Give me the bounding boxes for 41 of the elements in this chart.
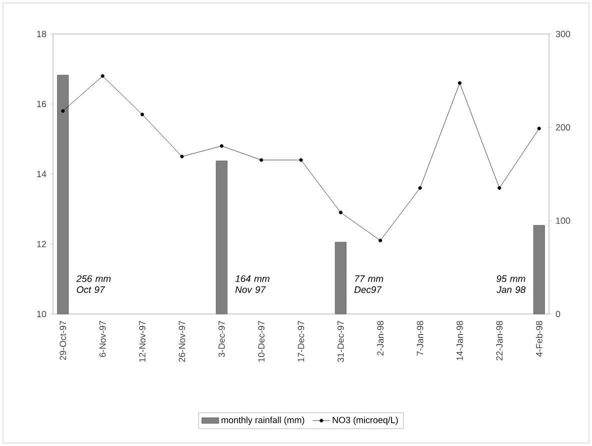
x-tick-label: 14-Jan-98 (456, 320, 463, 360)
x-tick-label: 12-Nov-97 (139, 320, 146, 362)
point (61, 109, 65, 113)
annotation: 256 mm Oct 97 (76, 275, 111, 293)
y2-tick-label: 0 (556, 310, 560, 318)
y2-tick-label: 100 (556, 217, 570, 224)
x-tick-label: 17-Dec-97 (298, 320, 304, 362)
y-tick-label: 10 (37, 310, 46, 318)
point (299, 158, 303, 162)
annotation: 95 mm Jan 98 (496, 275, 526, 293)
point (180, 154, 184, 158)
point (100, 74, 104, 78)
y-tick-label: 14 (37, 170, 46, 178)
y2-tick-label: 300 (556, 30, 570, 38)
annotation: 164 mm Nov 97 (235, 275, 270, 293)
point (537, 126, 541, 130)
y-tick-label: 16 (37, 100, 46, 108)
legend-label: NO3 (microeq/L) (332, 416, 398, 425)
point (140, 112, 144, 116)
x-tick-label: 31-Dec-97 (338, 320, 344, 362)
point (458, 81, 462, 85)
point (498, 186, 502, 190)
x-tick-label: 26-Nov-97 (178, 320, 186, 362)
annotation: 77 mm Dec97 (354, 275, 384, 293)
y2-tick-label: 200 (556, 124, 570, 131)
point (220, 144, 224, 148)
y-tick-label: 18 (37, 30, 46, 38)
point (378, 238, 382, 242)
x-tick-label: 10-Dec-97 (258, 320, 265, 362)
y-tick-label: 12 (37, 240, 46, 248)
legend-label: monthly rainfall (mm) (222, 416, 304, 425)
x-tick-label: 6-Nov-97 (99, 320, 106, 357)
x-tick-label: 22-Jan-98 (496, 320, 503, 360)
point (418, 186, 422, 190)
x-tick-label: 29-Oct-97 (60, 320, 66, 360)
x-tick-label: 4-Feb-98 (536, 320, 542, 357)
x-tick-label: 2-Jan-98 (377, 320, 384, 356)
point (260, 158, 264, 162)
x-tick-label: 3-Dec-97 (218, 320, 225, 358)
x-tick-label: 7-Jan-98 (416, 320, 424, 356)
point (338, 210, 342, 214)
